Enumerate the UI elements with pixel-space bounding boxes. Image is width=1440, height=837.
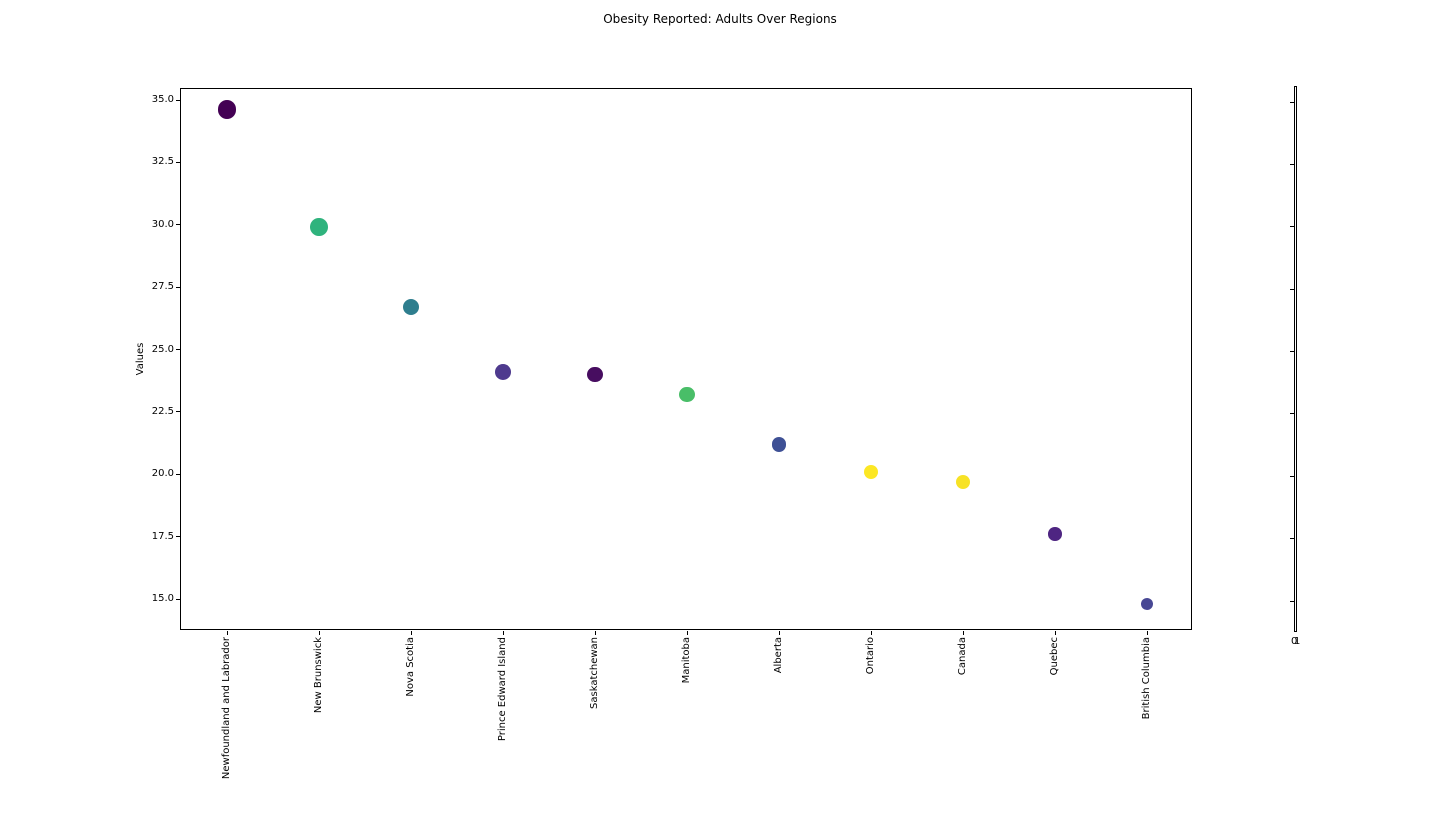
colorbar-tick-mark: [1290, 163, 1294, 165]
colorbar-tick-mark: [1290, 226, 1294, 228]
scatter-point-nova-scotia: [402, 298, 420, 316]
x-tick-mark: [778, 630, 780, 635]
colorbar-tick-mark: [1290, 538, 1294, 540]
x-tick-mark: [962, 630, 964, 635]
y-axis-label: Values: [135, 342, 146, 376]
y-tick-label: 15.0: [151, 593, 174, 604]
y-tick-mark: [176, 349, 180, 350]
colorbar-tick-mark: [1290, 351, 1294, 352]
colorbar-tick-mark: [1290, 475, 1294, 477]
scatter-point-british-columbia: [1140, 597, 1154, 611]
y-tick-label: 30.0: [151, 218, 174, 230]
colorbar-tick-mark: [1290, 288, 1294, 290]
x-tick-label: Ontario: [865, 637, 876, 675]
scatter-point-quebec: [1048, 527, 1062, 541]
x-tick-mark: [686, 630, 688, 635]
y-tick-label: 25.0: [151, 343, 174, 355]
y-tick-mark: [176, 161, 180, 163]
y-tick-label: 35.0: [151, 94, 174, 105]
x-tick-mark: [226, 630, 228, 635]
y-tick-mark: [176, 411, 180, 413]
x-tick-label: Manitoba: [681, 637, 692, 684]
figure: Obesity Reported: Adults Over Regions Va…: [135, 12, 1301, 779]
y-tick-label: 20.0: [151, 468, 174, 480]
scatter-point-manitoba: [679, 386, 695, 403]
y-tick-mark: [176, 536, 180, 538]
scatter-point-newfoundland-and-labrador: [217, 100, 237, 120]
y-tick-label: 17.5: [151, 530, 174, 542]
chart-title: Obesity Reported: Adults Over Regions: [603, 12, 837, 26]
y-tick-mark: [176, 224, 180, 226]
scatter-point-ontario: [863, 464, 879, 479]
x-tick-mark: [1146, 630, 1148, 635]
x-tick-mark: [410, 630, 412, 635]
x-tick-mark: [594, 630, 596, 635]
x-tick-label: Nova Scotia: [405, 637, 416, 697]
y-tick-mark: [176, 598, 180, 600]
y-tick-mark: [176, 473, 180, 475]
x-tick-label: New Brunswick: [313, 637, 324, 714]
scatter-point-alberta: [771, 436, 787, 452]
x-tick-label: Alberta: [773, 637, 784, 674]
y-tick-label: 32.5: [151, 156, 174, 168]
colorbar-xtick-label-0: 0: [1291, 636, 1298, 647]
colorbar-tick-mark: [1290, 413, 1294, 415]
x-tick-label: British Columbia: [1141, 637, 1152, 720]
x-tick-mark: [318, 630, 320, 635]
x-tick-mark: [870, 630, 872, 635]
y-tick-label: 22.5: [151, 405, 174, 417]
y-tick-mark: [176, 286, 180, 288]
colorbar-tick-mark: [1290, 600, 1294, 602]
scatter-point-prince-edward-island: [495, 364, 511, 380]
plot-area: [180, 88, 1192, 630]
colorbar-tick-mark: [1290, 101, 1294, 103]
scatter-point-saskatchewan: [587, 366, 603, 383]
x-tick-mark: [502, 630, 504, 635]
x-tick-label: Quebec: [1049, 637, 1060, 676]
scatter-point-new-brunswick: [310, 218, 328, 237]
x-tick-label: Canada: [957, 637, 968, 676]
y-tick-mark: [176, 99, 180, 101]
x-tick-label: Newfoundland and Labrador: [221, 637, 232, 780]
y-tick-label: 27.5: [151, 281, 174, 293]
scatter-point-canada: [955, 474, 971, 489]
colorbar-outline: [1294, 86, 1297, 632]
x-tick-mark: [1054, 630, 1056, 635]
colorbar-xtick-label-1: 1: [1294, 636, 1301, 647]
x-tick-label: Prince Edward Island: [497, 637, 508, 742]
x-tick-label: Saskatchewan: [589, 637, 600, 709]
